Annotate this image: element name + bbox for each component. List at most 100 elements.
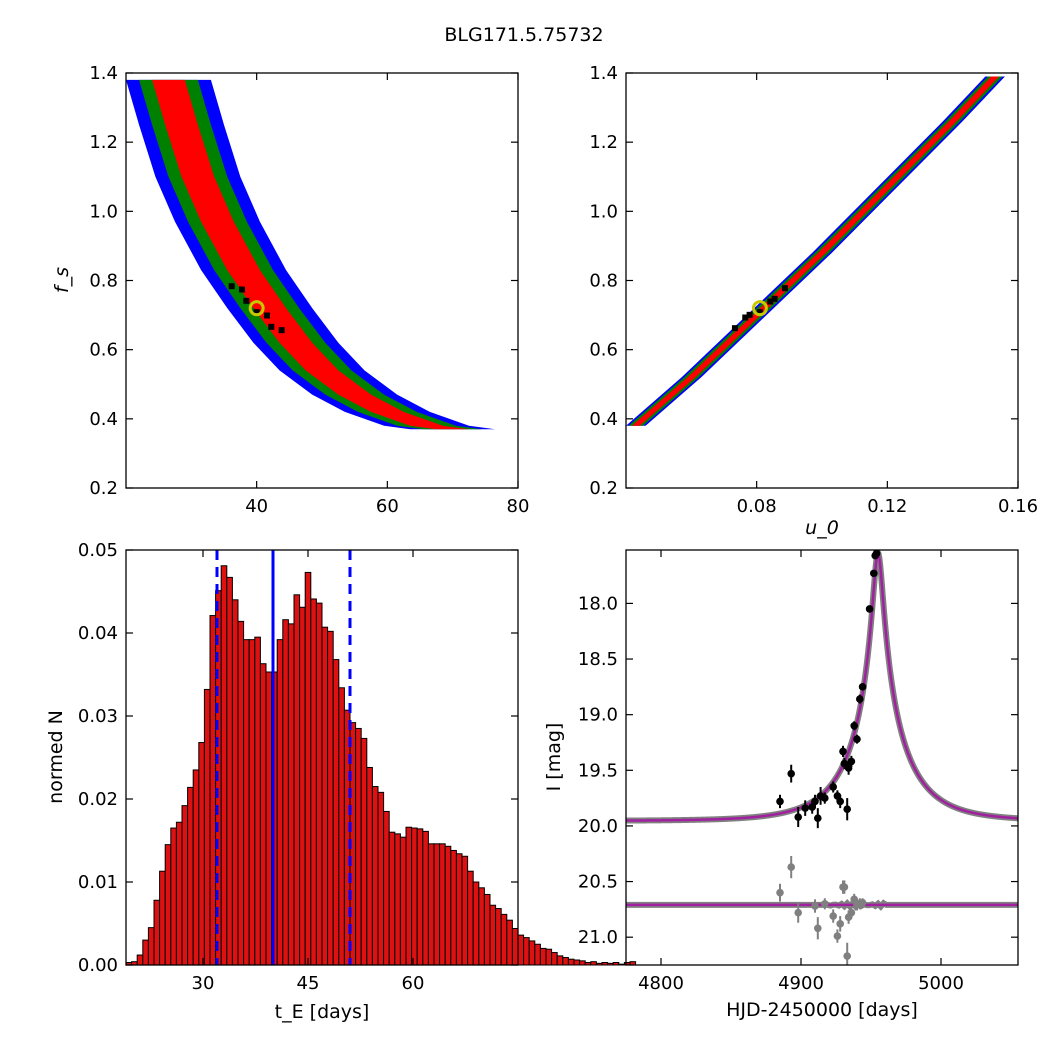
histogram-bar bbox=[411, 827, 418, 966]
data-point bbox=[872, 550, 881, 558]
histogram-bar bbox=[310, 598, 317, 966]
residual-point bbox=[840, 883, 849, 891]
x-tick-label: 4900 bbox=[778, 973, 824, 994]
best-sample-cell bbox=[243, 297, 250, 304]
y-tick-label: 1.4 bbox=[89, 63, 118, 84]
histogram-bar bbox=[444, 845, 452, 966]
data-point bbox=[856, 695, 864, 703]
fs-vs-u0-panel: 0.08 0.12 0.16 0.2 0.4 0.6 0.8 1.0 1.2 1.4 u_0 bbox=[589, 63, 1038, 539]
residual-point bbox=[794, 908, 802, 917]
x-tick-label: 60 bbox=[376, 496, 399, 517]
histogram-bar bbox=[187, 786, 194, 966]
x-tick-label: 4800 bbox=[638, 973, 684, 994]
y-tick-label: 19.5 bbox=[578, 760, 618, 781]
x-tick-label: 40 bbox=[245, 496, 268, 517]
best-sample-cell bbox=[268, 323, 275, 330]
histogram-bar bbox=[556, 955, 564, 966]
histogram-bar bbox=[573, 959, 581, 966]
light-curve-plot-area bbox=[626, 550, 1018, 965]
fs-vs-tE-ticks: 40 60 80 0.2 0.4 0.6 0.8 1.0 1.2 1.4 bbox=[89, 63, 529, 517]
tE-histogram-xlabel: t_E [days] bbox=[275, 1001, 370, 1023]
y-tick-label: 0.04 bbox=[78, 623, 118, 644]
y-tick-label: 21.0 bbox=[578, 927, 618, 948]
histogram-bar bbox=[489, 904, 497, 966]
histogram-bar bbox=[338, 687, 345, 966]
histogram-bar bbox=[147, 927, 155, 966]
best-sample-cell bbox=[746, 311, 753, 318]
best-sample-cell bbox=[278, 327, 285, 334]
histogram-bar bbox=[321, 626, 329, 966]
histogram-bar bbox=[584, 962, 592, 966]
y-tick-label: 0.6 bbox=[89, 340, 118, 361]
light-curve-ticks: 4800 4900 5000 18.0 18.5 19.0 19.5 20.0 20.5 21.0 bbox=[578, 550, 1018, 994]
data-point bbox=[836, 797, 844, 806]
model-curve bbox=[626, 551, 1018, 822]
best-sample-cell bbox=[253, 309, 260, 316]
best-sample-cell bbox=[767, 298, 774, 305]
residual-point bbox=[821, 900, 829, 908]
histogram-bar bbox=[366, 766, 373, 966]
residual-point bbox=[843, 952, 851, 960]
histogram-bar bbox=[506, 919, 513, 966]
histogram-bar bbox=[439, 843, 446, 966]
data-point bbox=[794, 813, 802, 821]
tE-histogram-ticks: 30 45 60 0.00 0.01 0.02 0.03 0.04 0.05 bbox=[78, 540, 518, 994]
y-tick-label: 1.4 bbox=[589, 63, 618, 84]
tE-histogram-frame bbox=[125, 549, 519, 966]
histogram-bar bbox=[327, 630, 334, 966]
histogram-bar bbox=[539, 947, 547, 966]
histogram-bar bbox=[209, 615, 217, 966]
x-tick-label: 0.08 bbox=[737, 496, 777, 517]
histogram-bar bbox=[500, 913, 508, 966]
histogram-bar bbox=[254, 636, 261, 966]
data-point bbox=[811, 797, 819, 806]
histogram-bar bbox=[399, 836, 407, 966]
data-point bbox=[801, 804, 809, 812]
histogram-bar bbox=[220, 565, 228, 966]
histogram-bar bbox=[467, 870, 474, 966]
fs-vs-tE-panel: 40 60 80 0.2 0.4 0.6 0.8 1.0 1.2 1.4 f_s bbox=[51, 63, 529, 517]
y-tick-label: 0.6 bbox=[589, 340, 618, 361]
fs-vs-u0-ticks: 0.08 0.12 0.16 0.2 0.4 0.6 0.8 1.0 1.2 1.4 bbox=[589, 63, 1038, 517]
histogram-bar bbox=[355, 727, 362, 966]
fs-vs-u0-frame bbox=[625, 72, 1019, 489]
x-tick-label: 45 bbox=[297, 973, 320, 994]
x-tick-label: 60 bbox=[402, 973, 425, 994]
histogram-bar bbox=[416, 828, 424, 966]
histogram-bar bbox=[595, 962, 603, 966]
histogram-bar bbox=[383, 810, 390, 966]
tE-histogram-ylabel: normed N bbox=[45, 710, 67, 804]
light-curve-ylabel: I [mag] bbox=[543, 723, 565, 792]
histogram-bar bbox=[371, 786, 379, 966]
residual-point bbox=[811, 902, 819, 910]
y-tick-label: 18.0 bbox=[578, 593, 618, 614]
histogram-bar bbox=[136, 954, 144, 966]
fs-vs-u0-marks bbox=[626, 76, 1005, 426]
best-sample-cell bbox=[756, 309, 763, 316]
data-point bbox=[853, 735, 861, 743]
histogram-bar bbox=[427, 843, 435, 966]
best-fit-marker bbox=[248, 300, 265, 317]
fs-vs-tE-ylabel: f_s bbox=[51, 267, 73, 293]
residual-point bbox=[814, 924, 822, 933]
data-point bbox=[870, 569, 878, 578]
y-tick-label: 0.01 bbox=[78, 872, 118, 893]
y-tick-label: 0.8 bbox=[89, 271, 118, 292]
histogram-bar bbox=[299, 606, 306, 966]
figure-title: BLG171.5.75732 bbox=[444, 24, 603, 46]
histogram-bar bbox=[534, 943, 541, 966]
light-curve-panel: 4800 4900 5000 18.0 18.5 19.0 19.5 20.0 20.5 21.0… bbox=[543, 549, 1019, 1021]
x-tick-label: 80 bbox=[507, 496, 530, 517]
x-tick-label: 5000 bbox=[918, 973, 964, 994]
histogram-bar bbox=[332, 659, 340, 966]
y-tick-label: 0.00 bbox=[78, 955, 118, 976]
histogram-bar bbox=[562, 957, 569, 966]
histogram-bar bbox=[175, 821, 183, 966]
residual-point bbox=[847, 908, 856, 917]
histogram-bar bbox=[528, 940, 536, 966]
histogram-bar bbox=[198, 742, 205, 966]
data-point bbox=[839, 747, 847, 756]
best-sample-cell bbox=[264, 312, 270, 319]
histogram-bar bbox=[579, 960, 586, 966]
histogram-bar bbox=[203, 688, 211, 966]
